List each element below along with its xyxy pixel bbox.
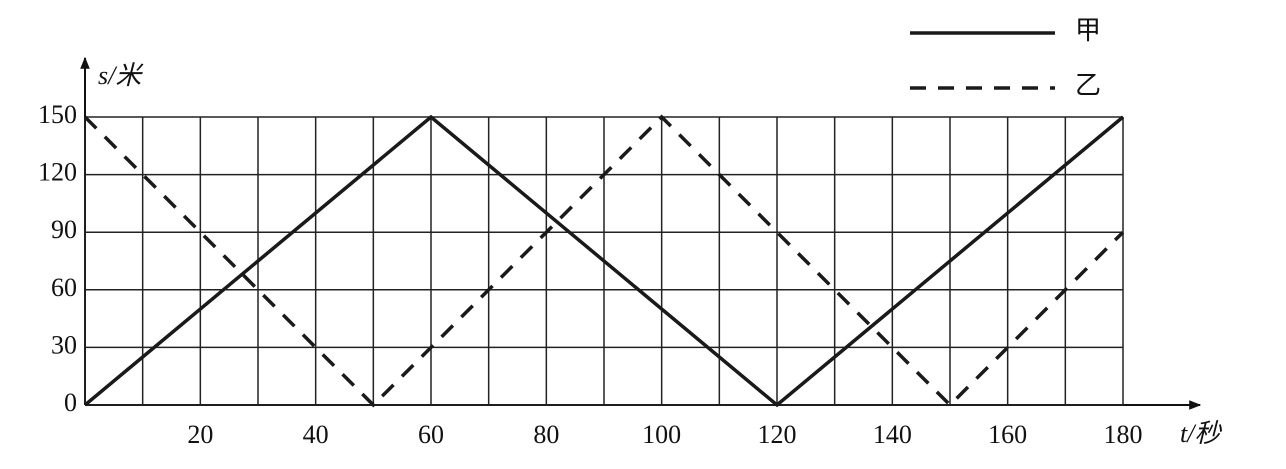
y-tick-label: 90: [51, 215, 77, 244]
x-tick-label: 180: [1104, 420, 1143, 449]
y-tick-label: 120: [38, 158, 77, 187]
x-tick-label: 100: [642, 420, 681, 449]
series-line: [83, 114, 1125, 408]
x-tick-label: 140: [873, 420, 912, 449]
x-tick-label: 60: [418, 420, 444, 449]
x-tick-label: 40: [303, 420, 329, 449]
x-tick-label: 80: [533, 420, 559, 449]
y-tick-label: 30: [51, 330, 77, 359]
y-tick-label: 60: [51, 273, 77, 302]
series-line: [83, 114, 1125, 408]
legend-label: 乙: [1075, 71, 1101, 100]
x-axis-label: t/秒: [1180, 419, 1222, 448]
y-axis-label: s/米: [98, 61, 144, 90]
y-tick-label: 0: [64, 388, 77, 417]
x-tick-label: 160: [988, 420, 1027, 449]
x-tick-label: 120: [758, 420, 797, 449]
x-tick-label: 20: [187, 420, 213, 449]
legend-label: 甲: [1075, 16, 1101, 45]
y-tick-label: 150: [38, 100, 77, 129]
